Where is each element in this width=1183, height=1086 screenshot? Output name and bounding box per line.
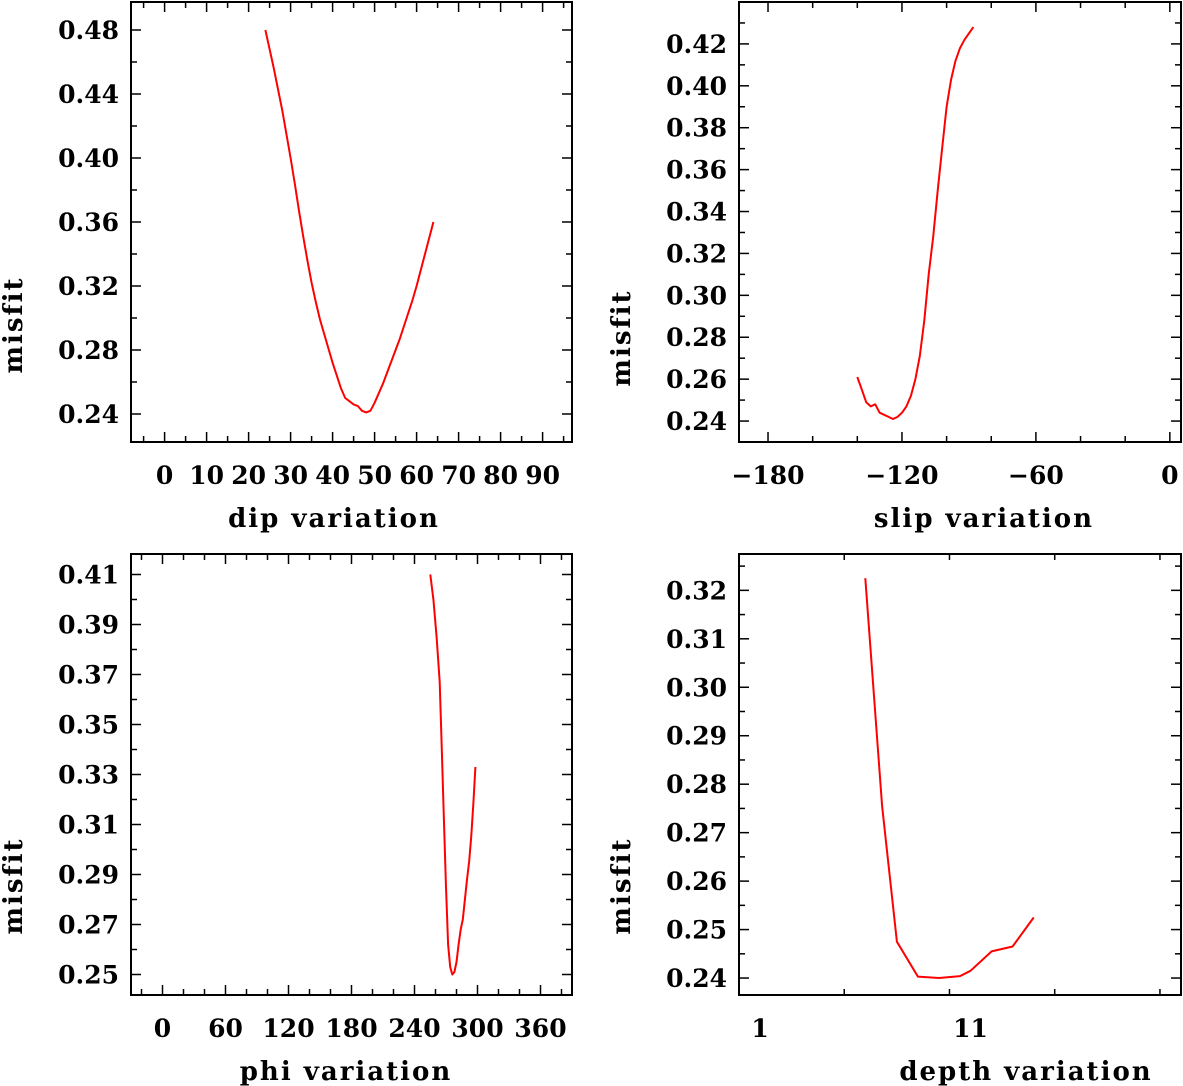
x-tick-label: 120: [262, 1014, 314, 1043]
y-tick-label: 0.44: [58, 80, 119, 109]
y-tick-label: 0.32: [666, 576, 727, 605]
x-tick-label: 0: [154, 1014, 171, 1043]
x-tick-label: 30: [273, 461, 308, 490]
y-tick-label: 0.36: [58, 208, 119, 237]
x-axis-title: slip variation: [874, 504, 1094, 534]
y-tick-label: 0.41: [58, 561, 119, 590]
misfit-series-line: [429, 574, 477, 976]
y-axis-title: misfit: [0, 276, 29, 373]
y-tick-label: 0.30: [666, 281, 727, 310]
x-tick-label: 80: [483, 461, 518, 490]
x-tick-label: 240: [388, 1014, 440, 1043]
y-tick-label: 0.25: [666, 916, 727, 945]
y-tick-label: 0.26: [666, 365, 727, 394]
y-axis-title: misfit: [607, 289, 637, 386]
x-tick-label: −120: [865, 461, 938, 490]
x-tick-label: 70: [441, 461, 476, 490]
x-tick-label: 50: [357, 461, 392, 490]
y-tick-label: 0.27: [58, 911, 119, 940]
y-tick-label: 0.36: [666, 156, 727, 185]
y-tick-label: 0.24: [666, 964, 727, 993]
x-tick-label: 60: [399, 461, 434, 490]
x-tick-label: 11: [953, 1014, 988, 1043]
y-tick-label: 0.32: [58, 272, 119, 301]
chart-panel-4: 1 110.240.250.260.270.280.290.300.310.32d…: [607, 553, 1182, 1086]
y-tick-label: 0.40: [58, 144, 119, 173]
chart-panel-1: 0 10 20 30 40 50 60 70 80 90 0.24 0.28 0.32 0.36 0.40 0…: [0, 1, 573, 534]
y-tick-label: 0.24: [58, 400, 119, 429]
y-tick-label: 0.48: [58, 16, 119, 45]
y-tick-label: 0.39: [58, 611, 119, 640]
x-tick-label: 360: [514, 1014, 566, 1043]
x-tick-label: 40: [315, 461, 350, 490]
y-tick-label: 0.32: [666, 239, 727, 268]
y-tick-label: 0.26: [666, 867, 727, 896]
y-tick-label: 0.38: [666, 114, 727, 143]
y-tick-label: 0.33: [58, 761, 119, 790]
y-tick-label: 0.29: [666, 722, 727, 751]
y-tick-label: 0.35: [58, 711, 119, 740]
misfit-series-line: [856, 26, 975, 420]
x-tick-label: 300: [451, 1014, 503, 1043]
x-tick-label: 20: [231, 461, 266, 490]
misfit-series-line: [864, 578, 1035, 979]
y-tick-label: 0.29: [58, 861, 119, 890]
chart-panel-2: −180 −120 −60 0 0.24 0.26 0.28 0.30 0.32 0.34 0.36…: [607, 1, 1182, 534]
x-tick-label: 0: [156, 461, 173, 490]
y-tick-label: 0.31: [666, 625, 727, 654]
y-tick-label: 0.31: [58, 811, 119, 840]
y-tick-label: 0.34: [666, 198, 727, 227]
x-tick-label: 90: [525, 461, 560, 490]
x-axis-title: phi variation: [240, 1057, 453, 1086]
y-axis-title: misfit: [0, 837, 29, 934]
plot-frame: [738, 553, 1182, 996]
plot-frame: [738, 1, 1182, 443]
x-tick-label: 60: [208, 1014, 243, 1043]
y-tick-label: 0.25: [58, 961, 119, 990]
y-tick-label: 0.28: [666, 323, 727, 352]
y-tick-label: 0.28: [666, 770, 727, 799]
x-tick-label: 10: [189, 461, 224, 490]
y-tick-label: 0.37: [58, 661, 119, 690]
y-tick-label: 0.27: [666, 819, 727, 848]
chart-panel-3: 0 60 120 180 240 300 360 0.25 0.27 0.29 0.31 0.33 0.…: [0, 553, 573, 1086]
x-tick-label: 1: [751, 1014, 768, 1043]
x-axis-title: depth variation: [899, 1057, 1152, 1086]
y-tick-label: 0.28: [58, 336, 119, 365]
x-tick-label: −180: [731, 461, 804, 490]
plot-frame: [130, 553, 573, 996]
x-tick-label: −60: [1008, 461, 1064, 490]
misfit-series-line: [264, 29, 435, 414]
y-tick-label: 0.42: [666, 30, 727, 59]
y-tick-label: 0.24: [666, 407, 727, 436]
x-tick-label: 0: [1161, 461, 1178, 490]
y-tick-label: 0.40: [666, 72, 727, 101]
plot-frame: [130, 1, 573, 443]
x-axis-title: dip variation: [228, 504, 440, 534]
y-tick-label: 0.30: [666, 673, 727, 702]
y-axis-title: misfit: [607, 837, 637, 934]
x-tick-label: 180: [325, 1014, 377, 1043]
